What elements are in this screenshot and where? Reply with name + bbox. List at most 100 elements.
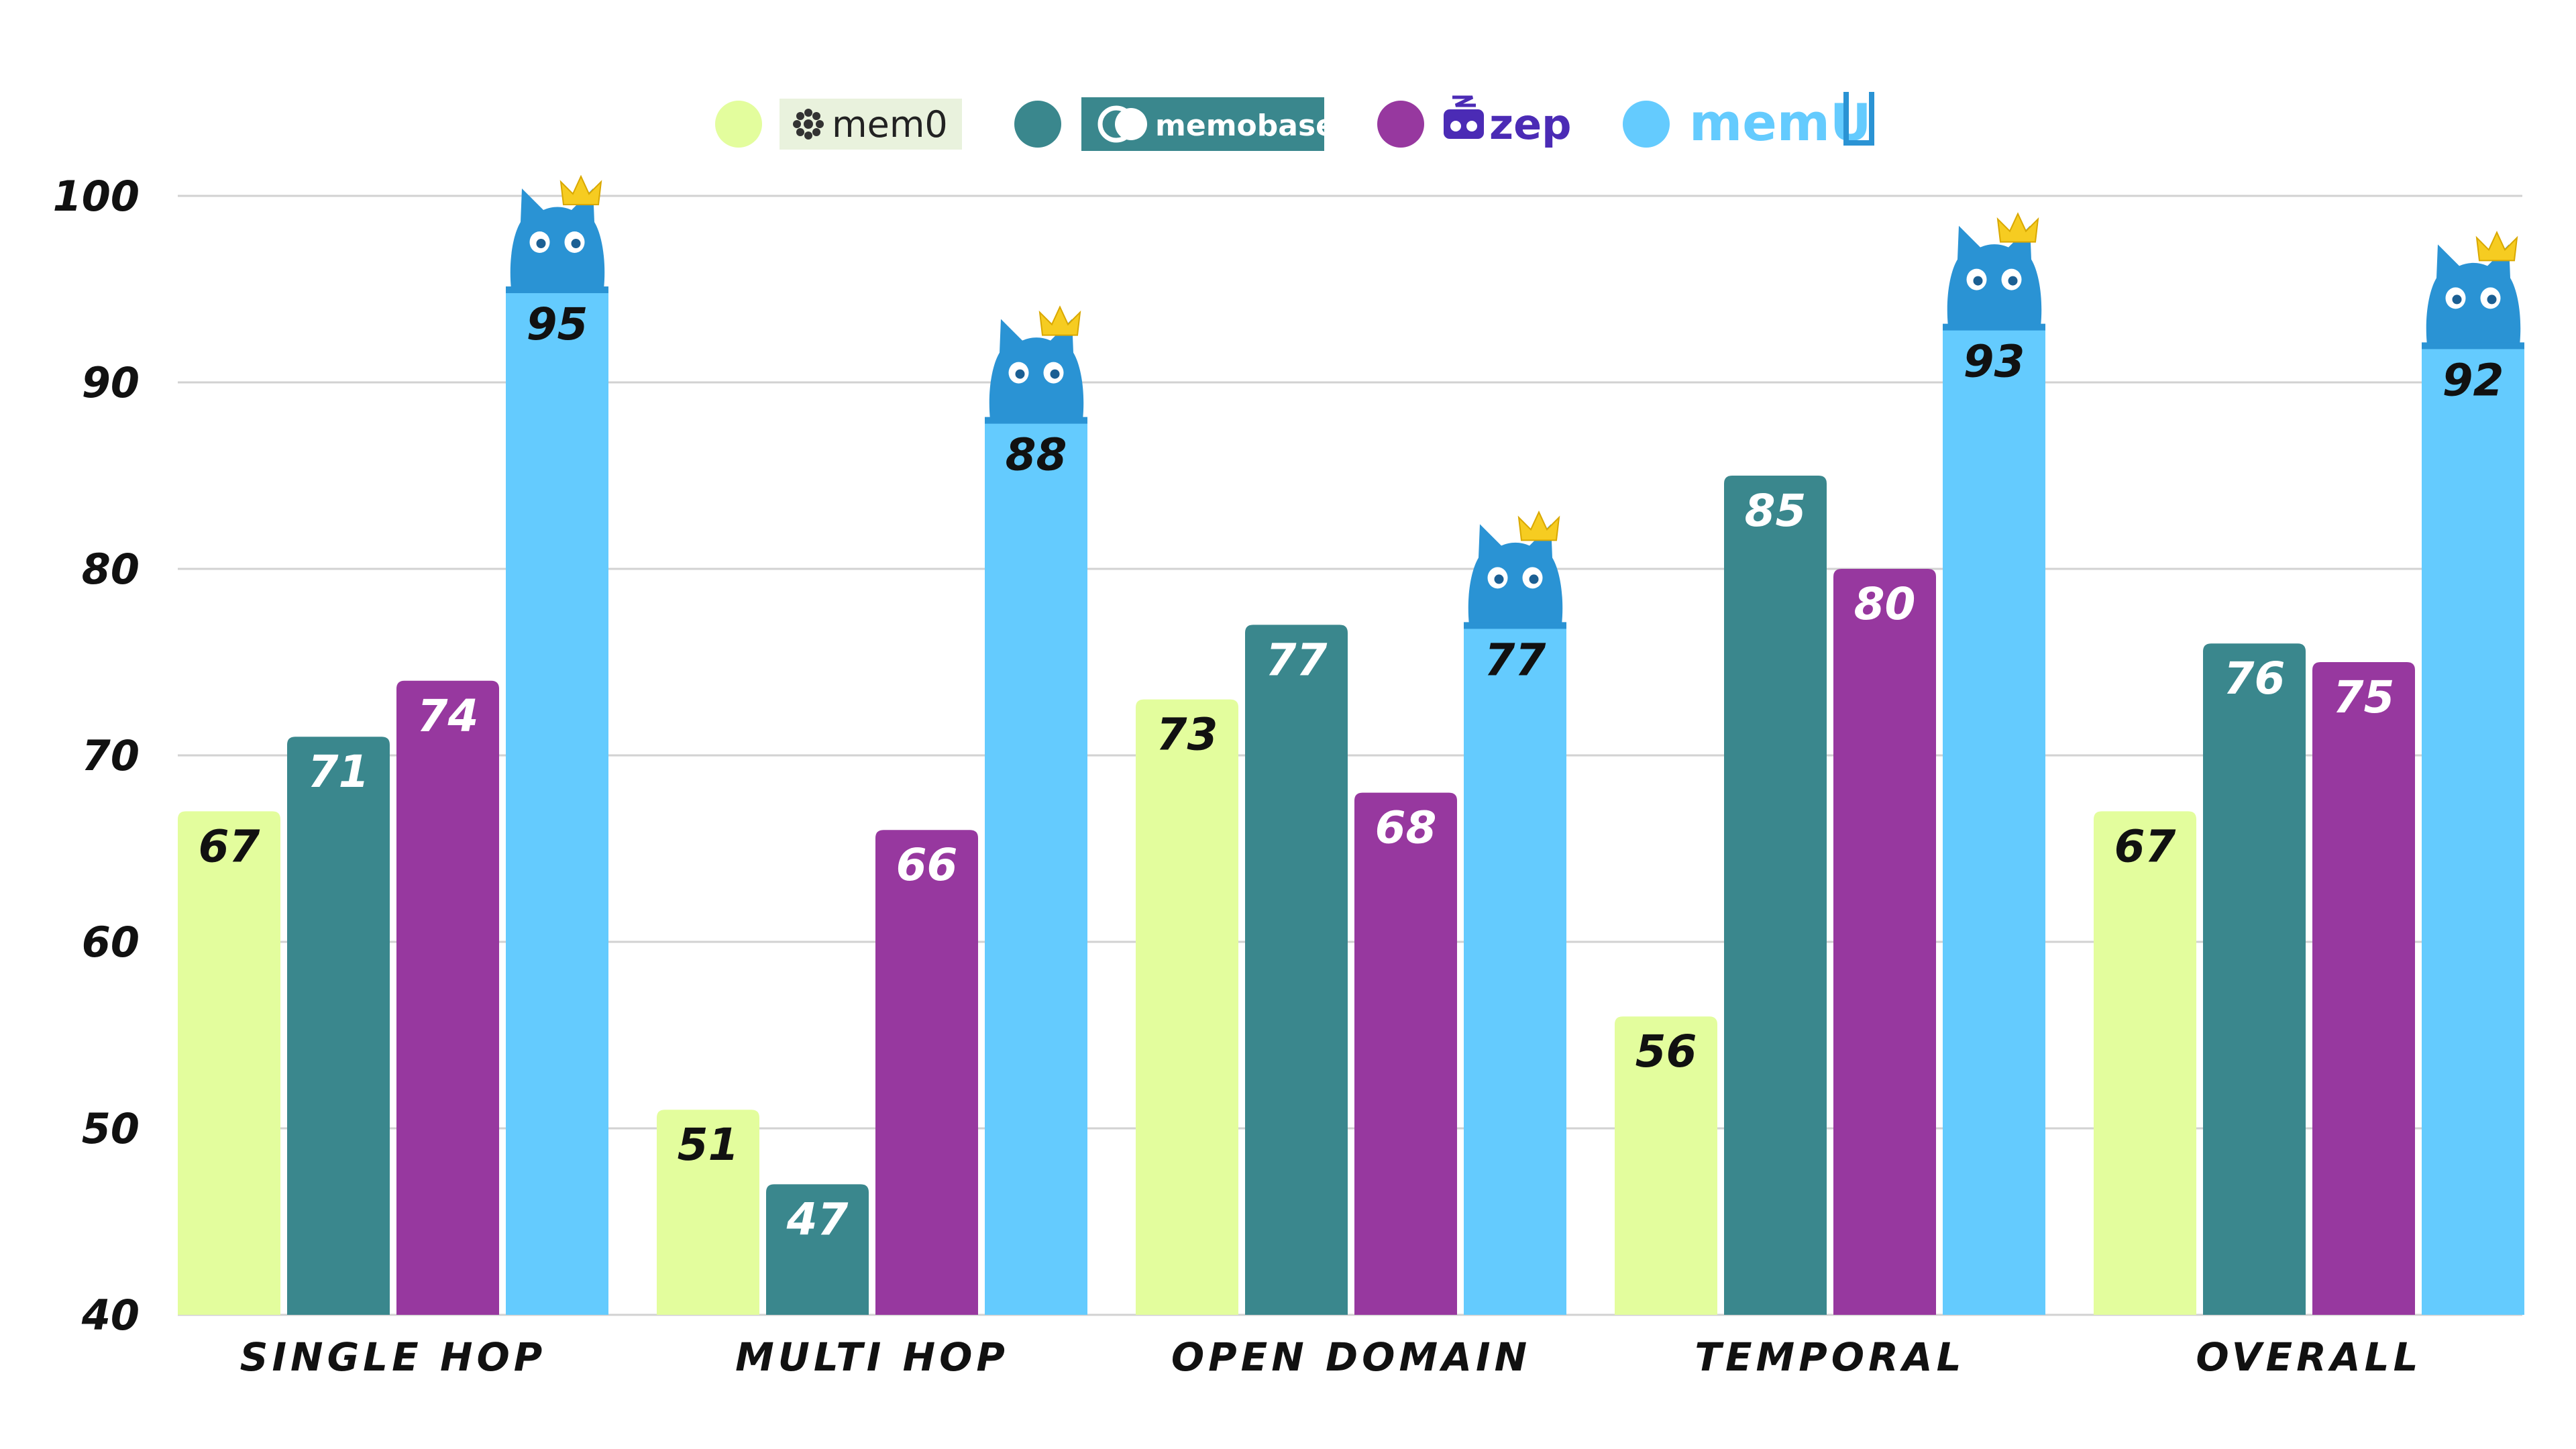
cat-pupil — [2008, 276, 2018, 286]
bar-memu-multi-hop — [985, 419, 1087, 1315]
y-tick-label: 100 — [53, 172, 140, 221]
cat-pupil — [1494, 574, 1504, 584]
y-tick-label: 40 — [81, 1291, 140, 1340]
value-label: 80 — [1854, 578, 1916, 630]
value-label: 93 — [1964, 336, 2025, 388]
legend-label: mem0 — [832, 103, 948, 146]
value-label: 95 — [527, 299, 588, 350]
cat-with-crown-icon — [2422, 231, 2524, 350]
legend-item-memu: memU — [1623, 92, 1874, 152]
cat-head — [510, 189, 605, 289]
y-tick-label: 80 — [82, 545, 140, 594]
crown-icon — [1038, 305, 1081, 336]
cat-head — [1947, 225, 2042, 327]
value-label: 77 — [1266, 634, 1328, 686]
y-tick-label: 50 — [82, 1104, 140, 1153]
value-label: 67 — [2114, 820, 2176, 872]
value-label: 73 — [1157, 709, 1218, 761]
value-label: 51 — [678, 1119, 739, 1171]
y-tick-label: 60 — [82, 918, 140, 967]
y-tick-label: 70 — [82, 731, 140, 780]
cat-head — [1468, 524, 1563, 625]
legend-item-mem0: mem0 — [715, 99, 962, 150]
cat-pupil — [1015, 369, 1025, 379]
cat-collar — [985, 417, 1087, 424]
crown-icon — [1517, 511, 1560, 541]
category-label: OPEN DOMAIN — [1171, 1334, 1531, 1380]
legend-swatch — [1377, 101, 1424, 148]
cat-with-crown-icon — [985, 305, 1087, 424]
cat-collar — [1943, 323, 2045, 331]
category-label: TEMPORAL — [1695, 1334, 1965, 1380]
cat-head — [989, 319, 1084, 420]
bar-zep-overall — [2312, 662, 2415, 1315]
category-label: OVERALL — [2196, 1334, 2422, 1380]
bar-zep-single-hop — [396, 680, 499, 1315]
cat-pupil — [571, 239, 581, 248]
bar-zep-multi-hop — [875, 830, 978, 1315]
value-label: 74 — [417, 690, 479, 742]
legend-label: memU — [1689, 93, 1872, 152]
legend: mem0 memobase zep memU — [715, 92, 1874, 152]
legend-swatch — [1014, 101, 1061, 148]
value-label: 88 — [1006, 429, 1067, 481]
legend-label: memobase — [1155, 109, 1336, 143]
cat-collar — [506, 286, 608, 293]
bars — [178, 289, 2524, 1316]
value-label: 71 — [308, 746, 370, 798]
mem0-logo-icon — [793, 109, 824, 140]
bar-memobase-single-hop — [287, 737, 390, 1315]
legend-swatch — [1623, 101, 1670, 148]
bar-memu-overall — [2422, 345, 2524, 1315]
bar-mem0-overall — [2094, 811, 2196, 1315]
cat-collar — [1464, 622, 1566, 629]
value-label: 77 — [1485, 634, 1546, 686]
x-axis-category-labels: SINGLE HOP MULTI HOP OPEN DOMAIN TEMPORAL OV… — [240, 1334, 2422, 1380]
winner-markers — [506, 174, 2524, 629]
cat-pupil — [536, 239, 546, 248]
bar-memu-single-hop — [506, 289, 608, 1315]
y-tick-label: 90 — [82, 358, 140, 407]
bar-mem0-open-domain — [1136, 699, 1238, 1315]
bar-memobase-temporal — [1724, 476, 1827, 1315]
zep-logo-icon — [1444, 95, 1484, 139]
value-label: 47 — [786, 1193, 849, 1245]
bar-memu-open-domain — [1464, 625, 1566, 1315]
bar-zep-temporal — [1833, 569, 1936, 1315]
bar-zep-open-domain — [1354, 792, 1457, 1315]
bar-mem0-multi-hop — [657, 1110, 759, 1315]
value-label: 68 — [1375, 802, 1437, 854]
bar-memobase-open-domain — [1245, 625, 1348, 1315]
value-label: 67 — [199, 820, 260, 872]
cat-with-crown-icon — [506, 174, 608, 293]
bar-memobase-multi-hop — [766, 1184, 869, 1315]
category-label: MULTI HOP — [735, 1334, 1009, 1380]
y-axis-tick-labels: 40 50 60 70 80 90 100 — [53, 172, 140, 1340]
crown-icon — [1996, 212, 2039, 243]
memu-logo-ears — [1843, 92, 1874, 146]
legend-swatch — [715, 101, 762, 148]
cat-pupil — [1973, 276, 1983, 286]
bar-memobase-overall — [2203, 643, 2306, 1315]
cat-head — [2426, 244, 2521, 345]
bar-memu-temporal — [1943, 326, 2045, 1316]
value-labels: 67 71 74 95 51 47 66 88 73 77 68 77 56 85 80 93 67 76 75 92 — [199, 299, 2504, 1245]
bar-mem0-single-hop — [178, 811, 280, 1315]
cat-pupil — [2452, 294, 2462, 305]
crown-icon — [2475, 231, 2518, 262]
cat-pupil — [1529, 574, 1539, 584]
cat-collar — [2422, 342, 2524, 350]
cat-pupil — [1050, 369, 1060, 379]
legend-label: zep — [1489, 100, 1572, 149]
cat-pupil — [2487, 294, 2497, 305]
bar-mem0-temporal — [1615, 1016, 1717, 1315]
value-label: 76 — [2224, 653, 2286, 704]
value-label: 85 — [1745, 485, 1807, 537]
cat-with-crown-icon — [1464, 511, 1566, 629]
legend-item-memobase: memobase — [1014, 97, 1336, 151]
value-label: 66 — [896, 839, 958, 891]
cat-with-crown-icon — [1943, 212, 2045, 331]
category-label: SINGLE HOP — [240, 1334, 547, 1380]
value-label: 56 — [1635, 1026, 1697, 1077]
